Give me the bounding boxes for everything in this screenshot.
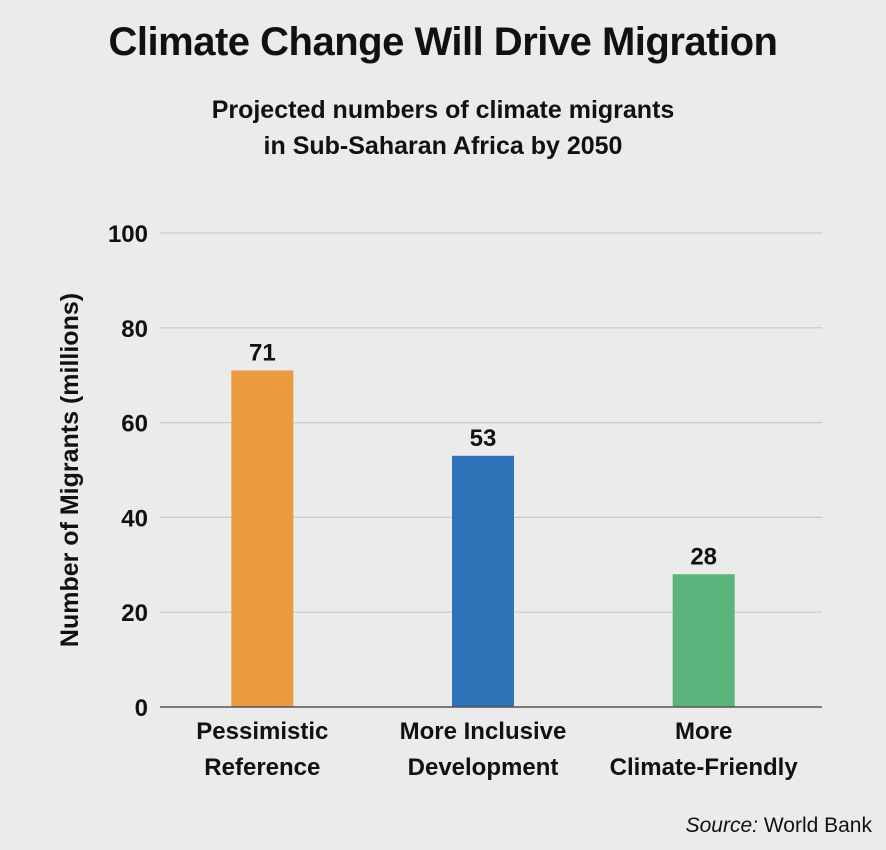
y-axis-title: Number of Migrants (millions) (56, 293, 84, 647)
x-axis-ticks: Pessimistic Reference More Inclusive Develo… (196, 718, 798, 781)
chart-subtitle: Projected numbers of climate migrants in… (0, 92, 886, 164)
data-label: 53 (470, 425, 497, 452)
source-label: Source: (685, 814, 758, 837)
x-tick-label: Pessimistic (196, 718, 328, 745)
x-tick-label: Reference (204, 754, 320, 781)
x-tick-label: More Inclusive (400, 718, 567, 745)
source-note: Source: World Bank (686, 814, 872, 838)
bars: 71 53 28 (231, 339, 735, 707)
source-text: World Bank (763, 814, 872, 837)
chart-title: Climate Change Will Drive Migration (108, 20, 778, 64)
data-label: 28 (690, 543, 717, 570)
y-tick-label: 60 (121, 411, 148, 438)
y-tick-label: 40 (121, 505, 148, 532)
bar (231, 370, 294, 707)
y-tick-label: 0 (135, 695, 148, 722)
y-tick-label: 100 (108, 221, 148, 248)
x-tick-label: Climate-Friendly (610, 754, 799, 781)
bar (452, 455, 514, 707)
data-label: 71 (249, 339, 276, 366)
y-axis-ticks: 0 20 40 60 80 100 (108, 221, 148, 722)
x-tick-label: Development (408, 754, 559, 781)
x-tick-label: More (675, 718, 732, 745)
chart-subtitle-line-2: in Sub-Saharan Africa by 2050 (263, 132, 623, 160)
bar (672, 574, 735, 707)
y-tick-label: 80 (121, 316, 148, 343)
chart-subtitle-line-1: Projected numbers of climate migrants (211, 96, 675, 124)
y-tick-label: 20 (121, 600, 148, 627)
